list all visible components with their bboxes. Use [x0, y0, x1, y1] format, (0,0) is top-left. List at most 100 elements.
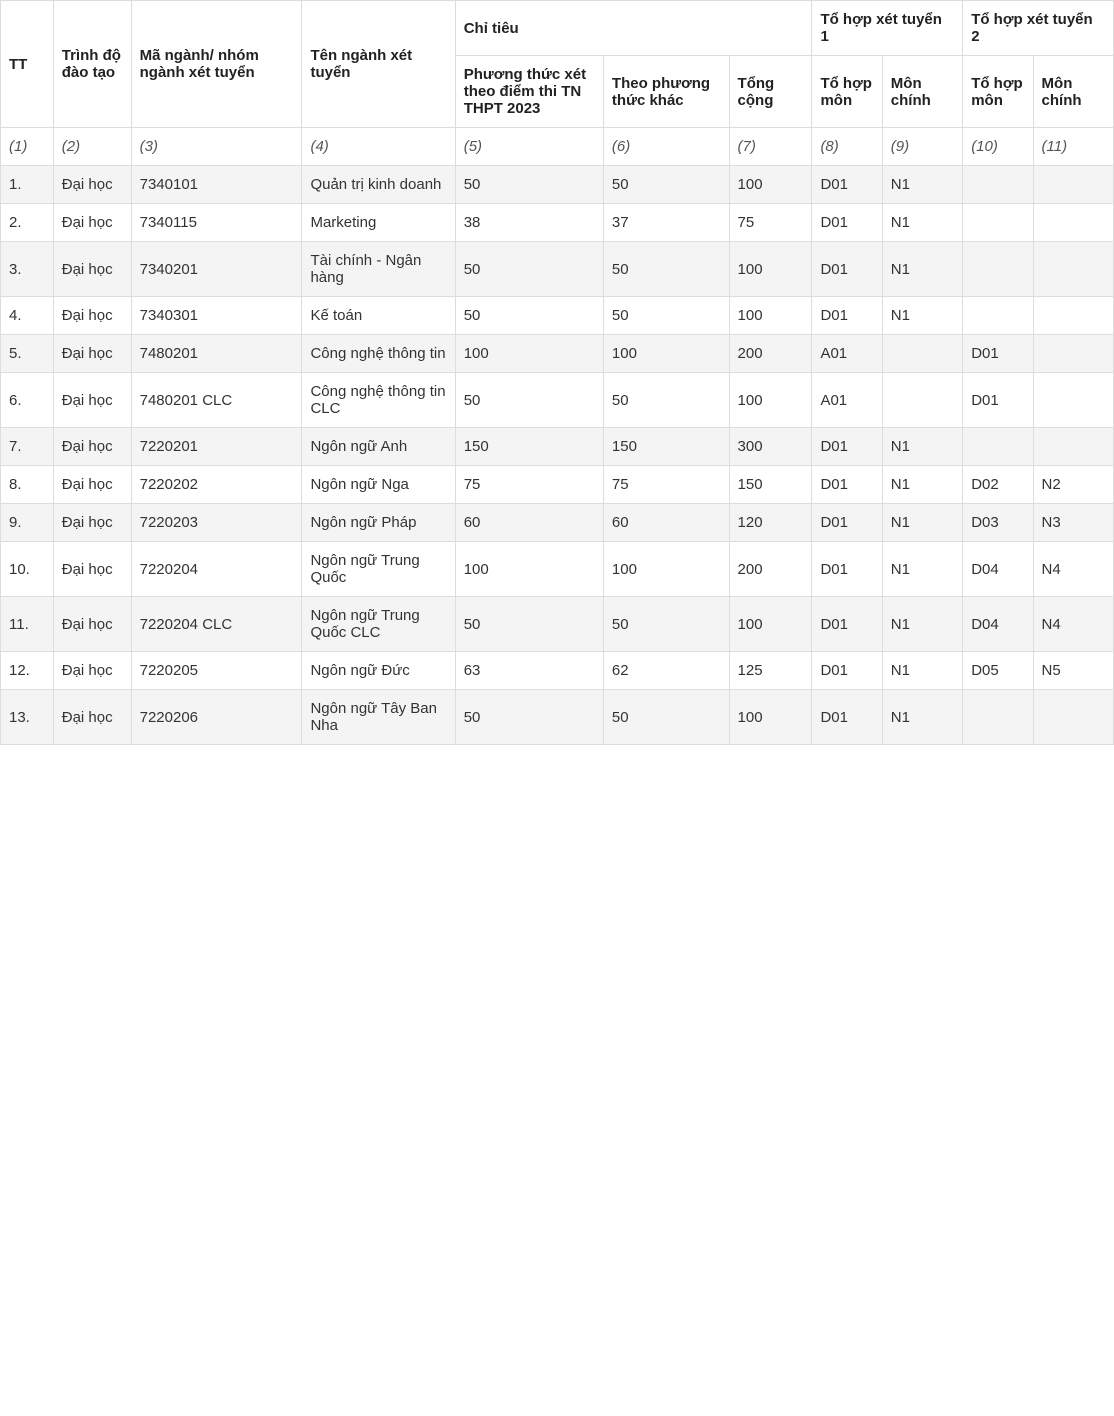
header-chitieu: Chỉ tiêu [455, 1, 812, 56]
cell-th1a: A01 [812, 335, 882, 373]
cell-ten: Ngôn ngữ Anh [302, 428, 455, 466]
cell-tt: 13. [1, 690, 54, 745]
cell-tong: 75 [729, 204, 812, 242]
cell-ma: 7220203 [131, 504, 302, 542]
index-cell: (1) [1, 128, 54, 166]
cell-theo: 50 [603, 373, 729, 428]
cell-tong: 200 [729, 335, 812, 373]
cell-ten: Công nghệ thông tin [302, 335, 455, 373]
cell-th1b: N1 [882, 166, 962, 204]
cell-th1b: N1 [882, 542, 962, 597]
cell-tt: 7. [1, 428, 54, 466]
table-row: 9.Đại học7220203Ngôn ngữ Pháp6060120D01N… [1, 504, 1114, 542]
table-row: 6.Đại học7480201 CLCCông nghệ thông tin … [1, 373, 1114, 428]
index-cell: (8) [812, 128, 882, 166]
cell-tt: 10. [1, 542, 54, 597]
cell-th1a: D01 [812, 466, 882, 504]
cell-ma: 7480201 CLC [131, 373, 302, 428]
cell-th1a: D01 [812, 690, 882, 745]
cell-ten: Ngôn ngữ Tây Ban Nha [302, 690, 455, 745]
index-cell: (6) [603, 128, 729, 166]
cell-pt: 60 [455, 504, 603, 542]
admissions-table: TT Trình độ đào tạo Mã ngành/ nhóm ngành… [0, 0, 1114, 745]
cell-trinh: Đại học [53, 335, 131, 373]
table-header: TT Trình độ đào tạo Mã ngành/ nhóm ngành… [1, 1, 1114, 166]
table-row: 12.Đại học7220205Ngôn ngữ Đức6362125D01N… [1, 652, 1114, 690]
cell-theo: 60 [603, 504, 729, 542]
cell-theo: 50 [603, 597, 729, 652]
cell-ma: 7220206 [131, 690, 302, 745]
cell-tt: 6. [1, 373, 54, 428]
cell-tong: 100 [729, 166, 812, 204]
cell-pt: 50 [455, 242, 603, 297]
cell-trinh: Đại học [53, 204, 131, 242]
cell-th1a: D01 [812, 597, 882, 652]
cell-ten: Công nghệ thông tin CLC [302, 373, 455, 428]
cell-tong: 100 [729, 297, 812, 335]
cell-th2a: D03 [963, 504, 1033, 542]
cell-ma: 7340115 [131, 204, 302, 242]
cell-trinh: Đại học [53, 428, 131, 466]
cell-th2a: D01 [963, 373, 1033, 428]
index-cell: (11) [1033, 128, 1113, 166]
table-row: 3.Đại học7340201Tài chính - Ngân hàng505… [1, 242, 1114, 297]
cell-th2b [1033, 166, 1113, 204]
cell-ten: Marketing [302, 204, 455, 242]
header-phuongthuc: Phương thức xét theo điểm thi TN THPT 20… [455, 56, 603, 128]
cell-th2a [963, 428, 1033, 466]
cell-trinh: Đại học [53, 690, 131, 745]
cell-th1a: D01 [812, 428, 882, 466]
cell-pt: 63 [455, 652, 603, 690]
table-row: 11.Đại học7220204 CLCNgôn ngữ Trung Quốc… [1, 597, 1114, 652]
cell-ma: 7340301 [131, 297, 302, 335]
table-row: 10.Đại học7220204Ngôn ngữ Trung Quốc1001… [1, 542, 1114, 597]
cell-th2a: D05 [963, 652, 1033, 690]
header-manganh: Mã ngành/ nhóm ngành xét tuyển [131, 1, 302, 128]
cell-theo: 50 [603, 297, 729, 335]
cell-tong: 200 [729, 542, 812, 597]
header-tennganh: Tên ngành xét tuyển [302, 1, 455, 128]
cell-th1b: N1 [882, 428, 962, 466]
cell-theo: 100 [603, 542, 729, 597]
cell-tong: 125 [729, 652, 812, 690]
cell-tt: 9. [1, 504, 54, 542]
cell-ten: Ngôn ngữ Pháp [302, 504, 455, 542]
cell-ma: 7220204 [131, 542, 302, 597]
cell-th1a: D01 [812, 297, 882, 335]
cell-tt: 4. [1, 297, 54, 335]
header-th1-monchinh: Môn chính [882, 56, 962, 128]
cell-th2a [963, 297, 1033, 335]
header-tongcong: Tổng cộng [729, 56, 812, 128]
cell-ten: Ngôn ngữ Nga [302, 466, 455, 504]
table-row: 1.Đại học7340101Quản trị kinh doanh50501… [1, 166, 1114, 204]
header-trinhdo: Trình độ đào tạo [53, 1, 131, 128]
cell-tong: 100 [729, 597, 812, 652]
cell-ten: Ngôn ngữ Đức [302, 652, 455, 690]
cell-trinh: Đại học [53, 542, 131, 597]
header-th1-mon: Tổ hợp môn [812, 56, 882, 128]
cell-ten: Kế toán [302, 297, 455, 335]
cell-trinh: Đại học [53, 597, 131, 652]
cell-th1b: N1 [882, 690, 962, 745]
cell-pt: 50 [455, 297, 603, 335]
index-row: (1) (2) (3) (4) (5) (6) (7) (8) (9) (10)… [1, 128, 1114, 166]
cell-th2a [963, 690, 1033, 745]
cell-th1a: D01 [812, 504, 882, 542]
cell-ma: 7220204 CLC [131, 597, 302, 652]
cell-th1b: N1 [882, 297, 962, 335]
cell-ma: 7480201 [131, 335, 302, 373]
cell-th2b: N2 [1033, 466, 1113, 504]
cell-trinh: Đại học [53, 373, 131, 428]
cell-tong: 100 [729, 373, 812, 428]
cell-th2b [1033, 690, 1113, 745]
index-cell: (4) [302, 128, 455, 166]
cell-th2b: N3 [1033, 504, 1113, 542]
cell-ma: 7220201 [131, 428, 302, 466]
cell-tong: 300 [729, 428, 812, 466]
header-th2-mon: Tổ hợp môn [963, 56, 1033, 128]
cell-th1a: D01 [812, 204, 882, 242]
cell-th2a [963, 166, 1033, 204]
table-row: 7.Đại học7220201Ngôn ngữ Anh150150300D01… [1, 428, 1114, 466]
cell-th1a: D01 [812, 242, 882, 297]
cell-tong: 100 [729, 690, 812, 745]
